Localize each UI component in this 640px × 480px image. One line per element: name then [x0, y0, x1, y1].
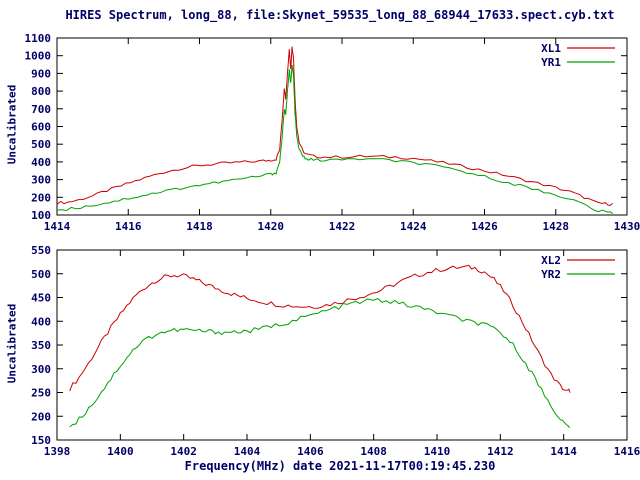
x-tick-label: 1416 [115, 220, 142, 233]
plot-border [56, 249, 628, 441]
y-tick-label: 450 [31, 292, 51, 305]
y-tick-label: 600 [31, 121, 51, 134]
y-tick-label: 100 [31, 209, 51, 222]
y-tick-label: 500 [31, 268, 51, 281]
x-tick-label: 1414 [550, 445, 577, 458]
x-tick-label: 1426 [471, 220, 498, 233]
x-tick-label: 1424 [400, 220, 427, 233]
y-tick-label: 200 [31, 410, 51, 423]
y-tick-label: 150 [31, 434, 51, 447]
x-tick-label: 1428 [543, 220, 570, 233]
x-tick-label: 1416 [614, 445, 640, 458]
y-axis-label-top: Uncalibrated [5, 84, 19, 165]
x-tick-label: 1422 [329, 220, 356, 233]
y-tick-label: 800 [31, 85, 51, 98]
y-tick-label: 200 [31, 191, 51, 204]
legend-label-YR2: YR2 [541, 268, 561, 281]
x-axis-label: Frequency(MHz) date 2021-11-17T00:19:45.… [184, 459, 496, 473]
x-tick-label: 1414 [44, 220, 71, 233]
legend-label-XL1: XL1 [541, 42, 561, 55]
plot-bottom: 1398 1400 1402 1404 1406 1408 1410 1412 1414 1416… [31, 244, 640, 458]
y-tick-label: 500 [31, 138, 51, 151]
y-tick-label: 400 [31, 156, 51, 169]
y-tick-label: 300 [31, 174, 51, 187]
y-tick-label: 700 [31, 103, 51, 116]
y-tick-label: 350 [31, 339, 51, 352]
plot-top: 1414 1416 1418 1420 1422 1424 1426 1428 1430 100 2… [25, 32, 640, 233]
y-tick-label: 1000 [25, 50, 52, 63]
x-tick-label: 1430 [614, 220, 640, 233]
y-axis-label-bottom: Uncalibrated [5, 303, 19, 384]
legend-label-XL2: XL2 [541, 254, 561, 267]
x-tick-label: 1410 [424, 445, 451, 458]
x-tick-label: 1418 [186, 220, 213, 233]
y-tick-label: 400 [31, 315, 51, 328]
y-tick-label: 550 [31, 244, 51, 257]
x-tick-label: 1400 [107, 445, 134, 458]
x-tick-label: 1412 [487, 445, 514, 458]
y-tick-label: 1100 [25, 32, 52, 45]
series-XL2 [69, 264, 571, 393]
y-tick-label: 300 [31, 363, 51, 376]
x-tick-label: 1398 [44, 445, 71, 458]
series-YR1 [56, 64, 614, 215]
y-tick-label: 250 [31, 387, 51, 400]
x-tick-label: 1406 [297, 445, 324, 458]
plot-border [56, 37, 628, 216]
series-YR2 [69, 298, 571, 428]
y-tick-label: 900 [31, 67, 51, 80]
legend-label-YR1: YR1 [541, 56, 561, 69]
page-title: HIRES Spectrum, long_88, file:Skynet_595… [65, 8, 615, 22]
x-tick-label: 1402 [170, 445, 197, 458]
x-tick-label: 1420 [258, 220, 285, 233]
x-tick-label: 1408 [360, 445, 387, 458]
x-tick-label: 1404 [234, 445, 261, 458]
series-XL1 [56, 46, 614, 206]
